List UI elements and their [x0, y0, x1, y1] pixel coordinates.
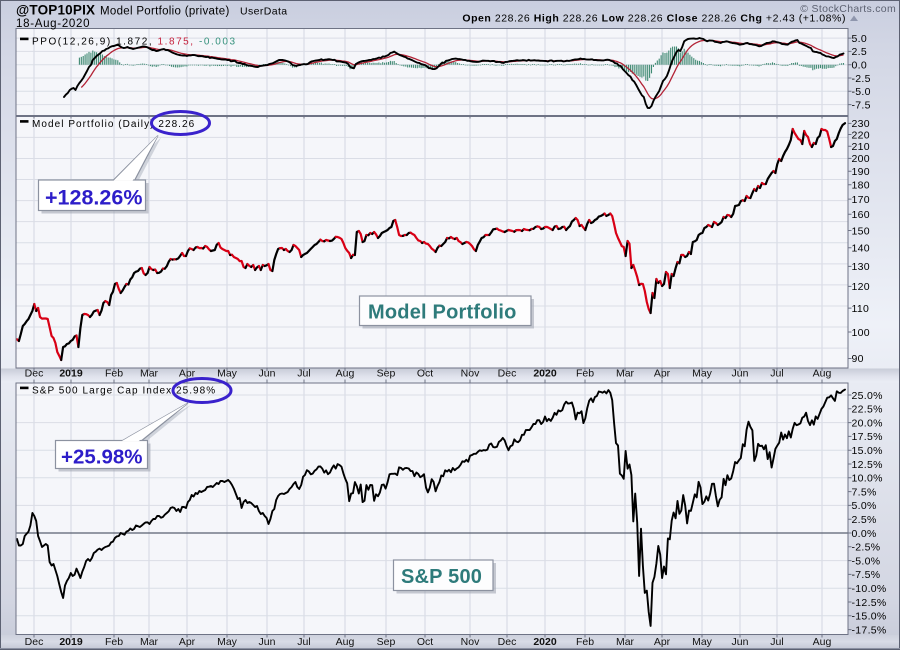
svg-text:+128.26%: +128.26% — [45, 186, 142, 210]
svg-text:-5.0: -5.0 — [852, 86, 871, 98]
svg-text:-7.5: -7.5 — [852, 99, 871, 111]
svg-text:2020: 2020 — [533, 368, 557, 380]
svg-text:Mar: Mar — [616, 368, 635, 380]
svg-text:2019: 2019 — [59, 636, 83, 648]
svg-text:Feb: Feb — [576, 636, 594, 648]
svg-text:2.5%: 2.5% — [852, 514, 877, 526]
svg-text:Jun: Jun — [259, 636, 276, 648]
svg-text:190: 190 — [852, 166, 870, 178]
svg-text:+25.98%: +25.98% — [61, 446, 143, 469]
svg-text:Sep: Sep — [377, 636, 396, 648]
svg-text:0.0: 0.0 — [852, 60, 868, 72]
svg-text:-5.0%: -5.0% — [852, 555, 881, 567]
svg-text:Open 228.26 High 228.26 Low: Open 228.26 High 228.26 Low 228.26 Close… — [462, 13, 846, 25]
svg-text:Model Portfolio (Daily) 228.26: Model Portfolio (Daily) 228.26 — [32, 119, 195, 130]
svg-text:7.5%: 7.5% — [852, 486, 877, 498]
svg-text:Dec: Dec — [498, 636, 517, 648]
svg-text:@TOP10PIX: @TOP10PIX — [16, 3, 95, 18]
svg-text:Apr: Apr — [179, 368, 196, 380]
svg-text:Aug: Aug — [336, 368, 355, 380]
svg-text:22.5%: 22.5% — [852, 404, 883, 416]
svg-text:Nov: Nov — [461, 636, 480, 648]
svg-text:25.0%: 25.0% — [852, 390, 883, 402]
svg-text:110: 110 — [852, 303, 870, 315]
svg-text:Jun: Jun — [732, 636, 749, 648]
svg-text:130: 130 — [852, 261, 870, 273]
svg-text:-2.5: -2.5 — [852, 73, 871, 85]
svg-text:Nov: Nov — [461, 368, 480, 380]
svg-text:Apr: Apr — [654, 636, 671, 648]
svg-text:120: 120 — [852, 281, 870, 293]
svg-text:Jun: Jun — [732, 368, 749, 380]
svg-text:Apr: Apr — [654, 368, 671, 380]
svg-text:170: 170 — [852, 194, 870, 206]
svg-text:18-Aug-2020: 18-Aug-2020 — [16, 18, 90, 30]
svg-text:160: 160 — [852, 209, 870, 221]
svg-text:-12.5%: -12.5% — [852, 597, 887, 609]
svg-text:17.5%: 17.5% — [852, 431, 883, 443]
svg-text:S&P 500: S&P 500 — [401, 566, 482, 588]
svg-text:May: May — [692, 636, 713, 648]
svg-text:0.0%: 0.0% — [852, 528, 877, 540]
svg-text:Model Portfolio (private): Model Portfolio (private) — [100, 6, 230, 18]
svg-text:12.5%: 12.5% — [852, 459, 883, 471]
svg-text:-15.0%: -15.0% — [852, 611, 887, 623]
svg-text:-7.5%: -7.5% — [852, 569, 881, 581]
svg-text:UserData: UserData — [240, 6, 288, 18]
svg-text:100: 100 — [852, 327, 870, 339]
svg-text:Model Portfolio: Model Portfolio — [368, 302, 517, 324]
svg-text:-2.5%: -2.5% — [852, 542, 881, 554]
svg-text:Jul: Jul — [770, 636, 783, 648]
svg-text:Jul: Jul — [297, 368, 310, 380]
svg-text:140: 140 — [852, 243, 870, 255]
svg-text:Dec: Dec — [25, 368, 44, 380]
svg-text:Oct: Oct — [417, 368, 433, 380]
svg-text:Apr: Apr — [179, 636, 196, 648]
svg-text:May: May — [217, 636, 238, 648]
svg-text:5.0%: 5.0% — [852, 500, 877, 512]
svg-text:Aug: Aug — [336, 636, 355, 648]
svg-text:Oct: Oct — [417, 636, 433, 648]
svg-text:S&P 500 Large Cap Index 25.98%: S&P 500 Large Cap Index 25.98% — [32, 386, 216, 397]
svg-text:180: 180 — [852, 180, 870, 192]
svg-text:90: 90 — [852, 353, 864, 365]
svg-text:May: May — [692, 368, 713, 380]
svg-text:5.0: 5.0 — [852, 33, 868, 45]
svg-text:Dec: Dec — [498, 368, 517, 380]
svg-text:Dec: Dec — [25, 636, 44, 648]
svg-text:May: May — [217, 368, 238, 380]
svg-text:210: 210 — [852, 141, 870, 153]
svg-text:Jul: Jul — [770, 368, 783, 380]
svg-text:Sep: Sep — [377, 368, 396, 380]
svg-text:Feb: Feb — [576, 368, 594, 380]
svg-text:2020: 2020 — [533, 636, 557, 648]
svg-text:-17.5%: -17.5% — [852, 624, 887, 636]
svg-text:15.0%: 15.0% — [852, 445, 883, 457]
svg-text:2.5: 2.5 — [852, 46, 868, 58]
svg-text:© StockCharts.com: © StockCharts.com — [800, 3, 896, 15]
svg-text:Jul: Jul — [297, 636, 310, 648]
svg-text:220: 220 — [852, 129, 870, 141]
svg-text:Mar: Mar — [140, 636, 159, 648]
svg-text:20.0%: 20.0% — [852, 417, 883, 429]
svg-text:-10.0%: -10.0% — [852, 583, 887, 595]
svg-text:PPO(12,26,9) 1.872, 1.875, -0.: PPO(12,26,9) 1.872, 1.875, -0.003 — [32, 37, 237, 48]
svg-text:230: 230 — [852, 118, 870, 130]
svg-text:150: 150 — [852, 225, 870, 237]
svg-text:2019: 2019 — [59, 368, 83, 380]
svg-text:200: 200 — [852, 153, 870, 165]
svg-text:Aug: Aug — [813, 368, 832, 380]
svg-text:10.0%: 10.0% — [852, 473, 883, 485]
svg-text:Jun: Jun — [259, 368, 276, 380]
svg-text:Aug: Aug — [813, 636, 832, 648]
svg-text:Feb: Feb — [105, 368, 123, 380]
svg-text:Mar: Mar — [616, 636, 635, 648]
svg-text:Mar: Mar — [140, 368, 159, 380]
svg-text:Feb: Feb — [105, 636, 123, 648]
